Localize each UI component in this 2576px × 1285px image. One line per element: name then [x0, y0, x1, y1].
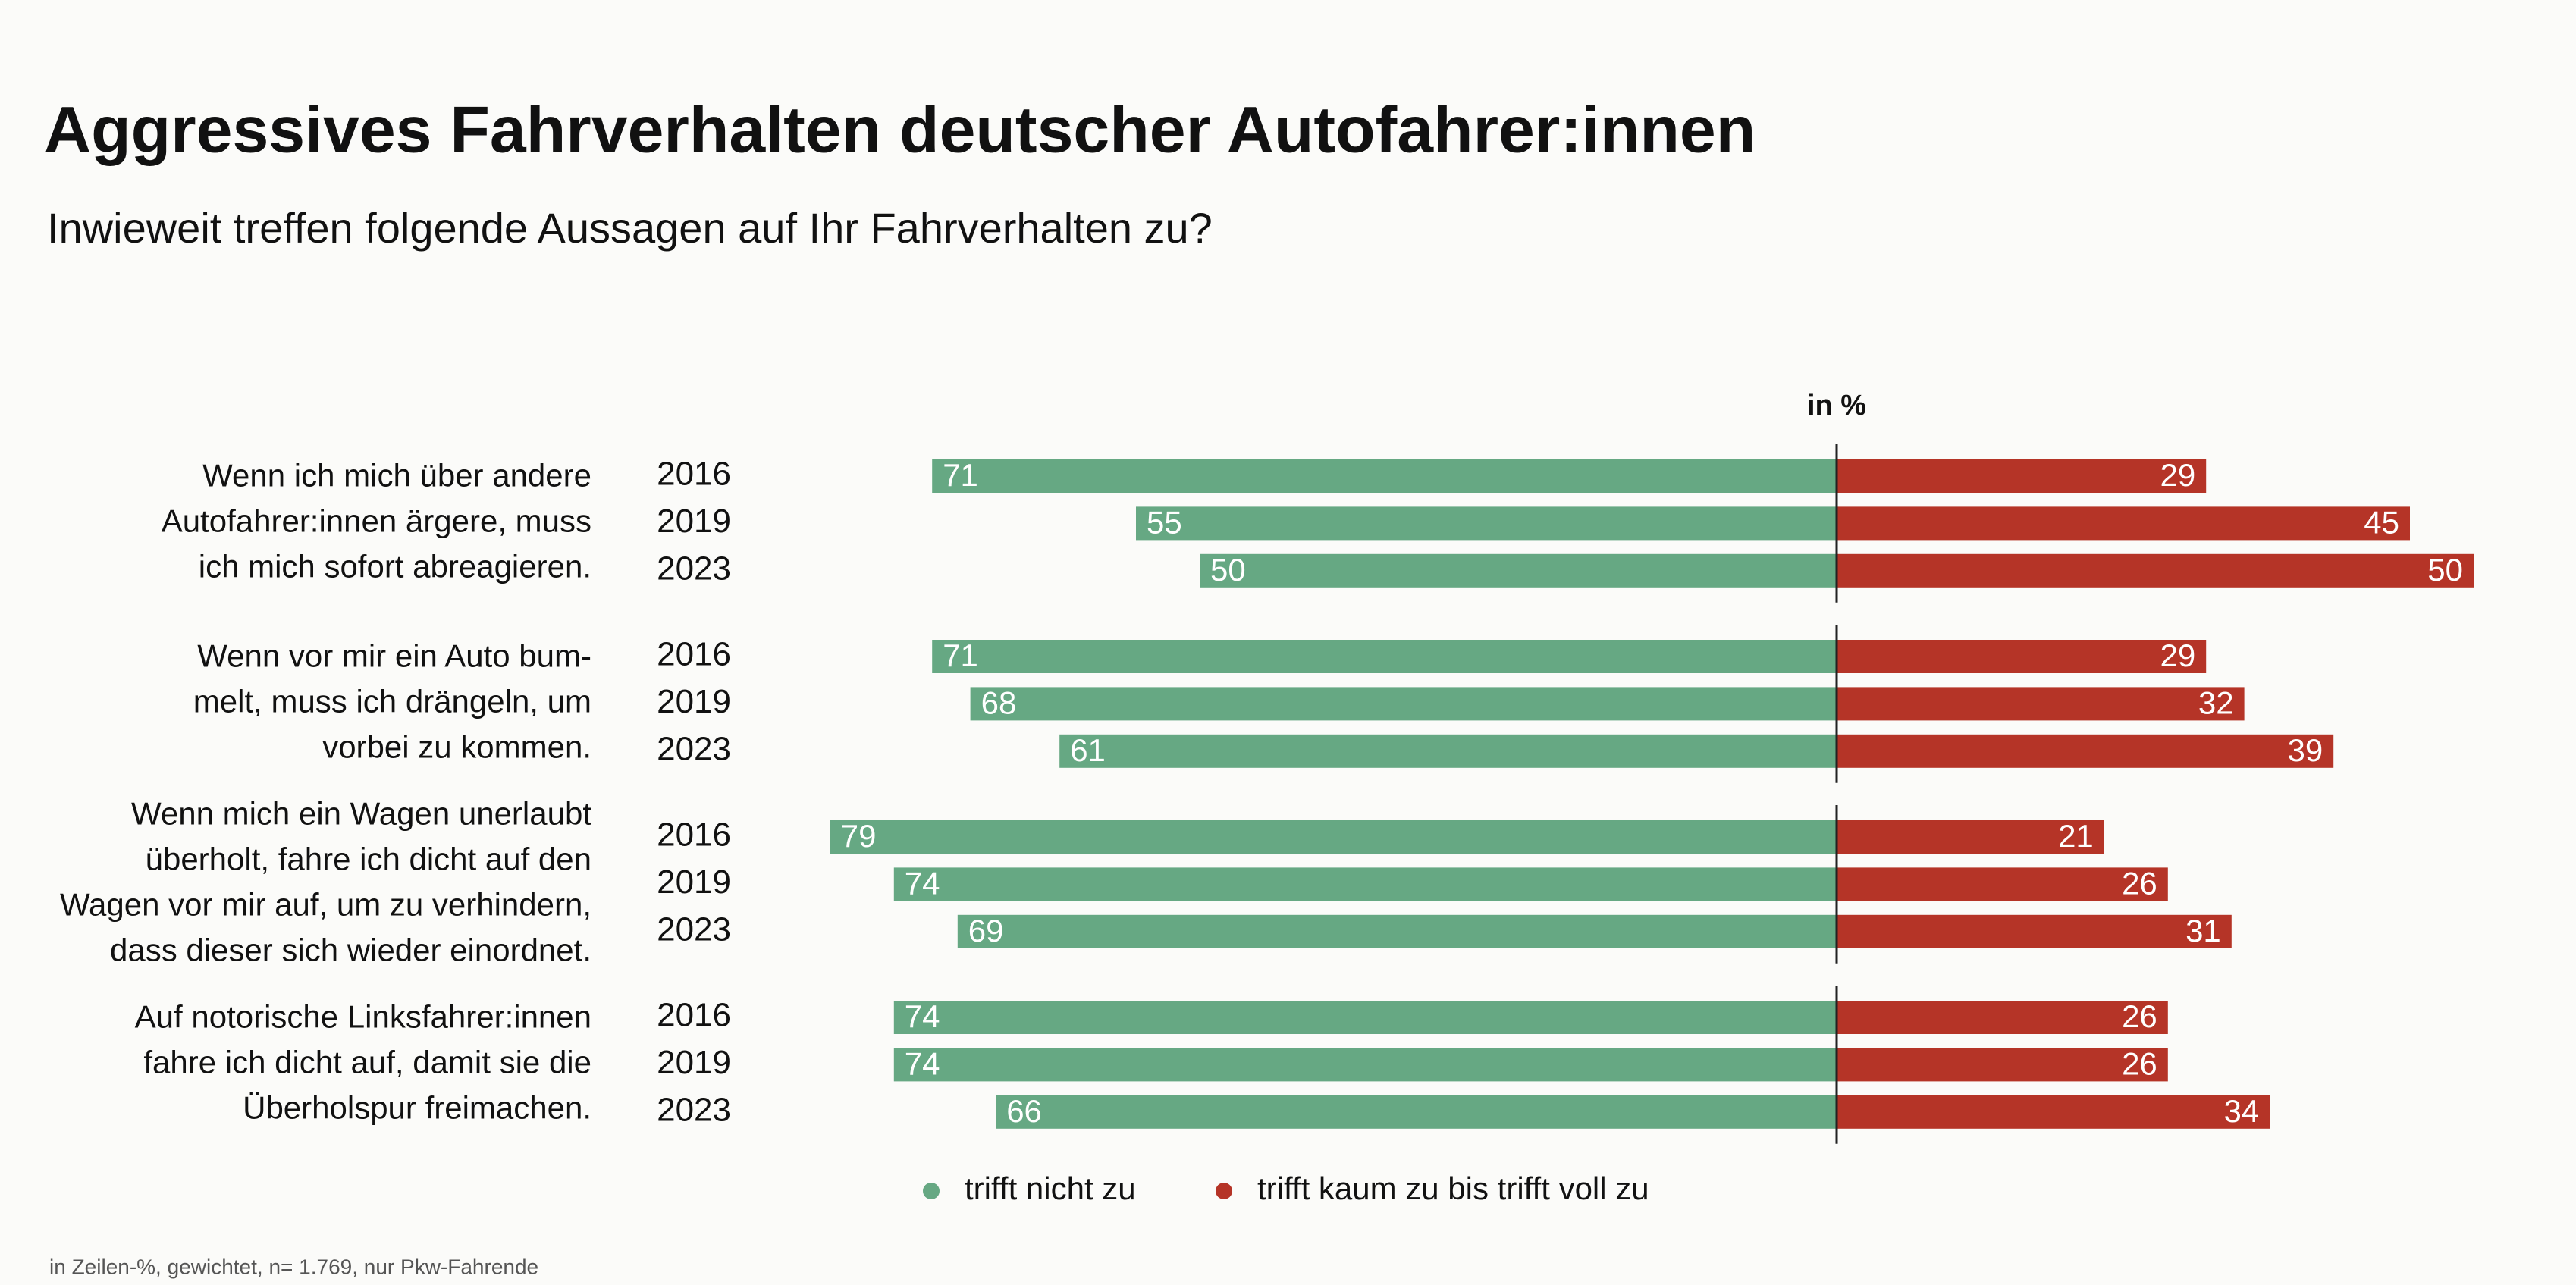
value-label: 74 [905, 1045, 940, 1081]
value-label: 68 [981, 685, 1017, 720]
bar [1837, 687, 2245, 721]
value-label: 31 [2185, 913, 2221, 948]
bar [957, 914, 1837, 948]
bar [1837, 1048, 2168, 1082]
bar [1837, 1001, 2168, 1034]
bar [1136, 506, 1837, 541]
value-label: 29 [2160, 638, 2195, 673]
bar [893, 1001, 1837, 1034]
chart-title: Aggressives Fahrverhalten deutscher Auto… [44, 94, 1756, 167]
group-label: Überholspur freimachen. [243, 1089, 591, 1125]
value-label: 79 [841, 818, 877, 854]
bar [970, 687, 1837, 721]
bar [1059, 734, 1837, 768]
bar [1837, 640, 2207, 673]
group-label: Wagen vor mir auf, um zu verhindern, [60, 886, 591, 922]
legend-label: trifft nicht zu [965, 1171, 1136, 1206]
bar [1837, 1095, 2270, 1129]
year-label: 2019 [657, 683, 731, 720]
bar [996, 1095, 1837, 1129]
bar [1837, 867, 2168, 901]
bar [1837, 553, 2474, 588]
value-label: 26 [2122, 1045, 2157, 1081]
value-label: 39 [2287, 732, 2323, 768]
value-label: 45 [2364, 504, 2399, 540]
bar [1837, 820, 2104, 854]
group-label: vorbei zu kommen. [322, 729, 591, 764]
year-label: 2016 [657, 456, 731, 493]
bar [1837, 734, 2334, 768]
year-label: 2016 [657, 997, 731, 1034]
unit-label: in % [1807, 390, 1866, 422]
value-label: 66 [1006, 1093, 1042, 1129]
group-label: Autofahrer:innen ärgere, muss [162, 503, 591, 538]
value-label: 32 [2198, 685, 2234, 720]
value-label: 29 [2160, 457, 2195, 493]
value-label: 61 [1070, 732, 1106, 768]
year-label: 2019 [657, 503, 731, 540]
bar [1200, 553, 1837, 588]
value-label: 50 [2427, 552, 2463, 588]
group-label: Wenn vor mir ein Auto bum- [197, 638, 591, 673]
year-label: 2023 [657, 1091, 731, 1128]
legend-label: trifft kaum zu bis trifft voll zu [1257, 1171, 1649, 1206]
value-label: 21 [2058, 818, 2094, 854]
value-label: 74 [905, 865, 940, 901]
year-label: 2023 [657, 910, 731, 948]
value-label: 71 [943, 638, 978, 673]
group-label: Wenn mich ein Wagen unerlaubt [131, 795, 591, 831]
value-label: 71 [943, 457, 978, 493]
group-label: dass dieser sich wieder einordnet. [110, 932, 591, 967]
bar [893, 867, 1837, 901]
value-label: 50 [1210, 552, 1246, 588]
bar [932, 640, 1837, 673]
bar [932, 459, 1837, 493]
year-label: 2023 [657, 730, 731, 767]
year-label: 2016 [657, 636, 731, 673]
bar [1837, 914, 2232, 948]
value-label: 26 [2122, 865, 2157, 901]
year-label: 2019 [657, 1044, 731, 1081]
chart-subtitle: Inwieweit treffen folgende Aussagen auf … [47, 204, 1213, 252]
value-label: 69 [968, 913, 1004, 948]
legend-marker [1216, 1183, 1232, 1199]
group-label: überholt, fahre ich dicht auf den [146, 841, 591, 876]
bar [1837, 459, 2207, 493]
group-label: ich mich sofort abreagieren. [199, 548, 591, 584]
group-label: Wenn ich mich über andere [202, 457, 591, 493]
bar [893, 1048, 1837, 1082]
year-label: 2019 [657, 863, 731, 901]
footnote: in Zeilen-%, gewichtet, n= 1.769, nur Pk… [49, 1255, 538, 1278]
group-label: melt, muss ich drängeln, um [193, 683, 591, 719]
legend-marker [923, 1183, 940, 1199]
group-label: fahre ich dicht auf, damit sie die [143, 1044, 591, 1080]
year-label: 2016 [657, 816, 731, 854]
bar [830, 820, 1837, 854]
group-label: Auf notorische Linksfahrer:innen [135, 998, 591, 1034]
value-label: 34 [2223, 1093, 2259, 1129]
year-label: 2023 [657, 550, 731, 587]
value-label: 55 [1147, 504, 1182, 540]
value-label: 26 [2122, 998, 2157, 1034]
value-label: 74 [905, 998, 940, 1034]
bar [1837, 506, 2410, 541]
